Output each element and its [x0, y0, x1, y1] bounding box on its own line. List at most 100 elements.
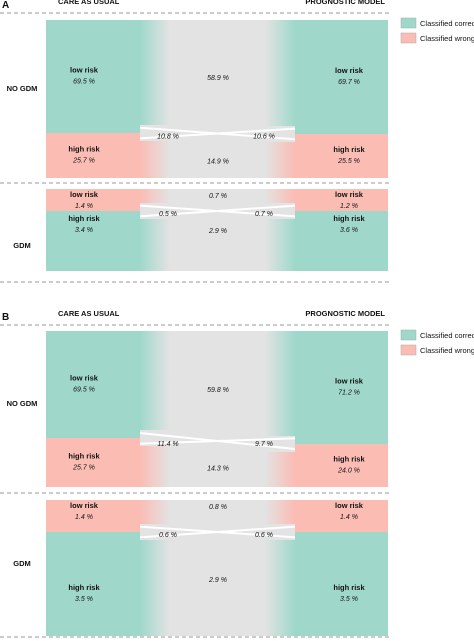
right-low-risk-percent: 69.7 %: [338, 79, 360, 86]
left-high-risk-title: high risk: [68, 452, 100, 461]
right-low-risk-percent: 1.4 %: [340, 514, 358, 521]
right-high-risk-title: high risk: [333, 455, 365, 464]
flow-crossing-wedge-lower: [130, 440, 305, 451]
right-low-fade: [265, 331, 295, 436]
left-low-risk-node: [46, 331, 140, 438]
right-high-fade: [265, 540, 295, 636]
right-low-fade: [265, 500, 295, 524]
panel-letter: B: [2, 312, 9, 323]
left-low-risk-title: low risk: [70, 501, 99, 510]
left-low-risk-percent: 69.5 %: [73, 387, 95, 394]
left-high-fade: [140, 446, 170, 487]
left-high-risk-node: [46, 133, 140, 178]
right-high-risk-percent: 3.6 %: [340, 227, 358, 234]
flow-high-to-high-percent: 2.9 %: [208, 577, 227, 584]
flow-low-to-low-percent: 58.9 %: [207, 75, 229, 82]
left-low-risk-percent: 1.4 %: [75, 514, 93, 521]
right-low-risk-title: low risk: [335, 190, 364, 199]
right-low-risk-node: [295, 331, 388, 444]
right-high-risk-title: high risk: [333, 145, 365, 154]
right-high-fade: [265, 219, 295, 271]
right-low-risk-title: low risk: [335, 501, 364, 510]
left-low-risk-node: [46, 20, 140, 133]
left-low-risk-title: low risk: [70, 190, 99, 199]
left-low-fade: [140, 189, 170, 203]
flow-crossing-wedge-lower: [130, 531, 305, 539]
left-high-fade: [140, 540, 170, 636]
left-column-header: CARE AS USUAL: [58, 309, 120, 318]
right-column-header: PROGNOSTIC MODEL: [305, 0, 385, 6]
right-low-risk-node: [295, 500, 388, 532]
left-low-risk-node: [46, 189, 140, 211]
legend-label-wrong: Classified wrong: [420, 346, 474, 355]
left-column-header: CARE AS USUAL: [58, 0, 120, 6]
left-low-risk-title: low risk: [70, 374, 99, 383]
flow-cross-left-percent: 0.5 %: [159, 211, 177, 218]
group-label: GDM: [13, 241, 31, 250]
left-high-fade: [140, 141, 170, 178]
flow-cross-left-percent: 10.8 %: [157, 134, 179, 141]
right-high-risk-percent: 3.5 %: [340, 596, 358, 603]
left-high-risk-title: high risk: [68, 583, 100, 592]
left-low-risk-title: low risk: [70, 66, 99, 75]
right-high-risk-node: [295, 134, 388, 178]
flow-high-to-high-percent: 14.9 %: [207, 159, 229, 166]
left-high-risk-title: high risk: [68, 145, 100, 154]
legend-swatch-wrong: [400, 32, 417, 44]
group-label: NO GDM: [7, 399, 38, 408]
right-low-risk-title: low risk: [335, 377, 364, 386]
flow-low-to-low-percent: 59.8 %: [207, 387, 229, 394]
right-low-fade: [265, 20, 295, 126]
legend-label-correct: Classified correct: [420, 19, 474, 28]
right-low-risk-node: [295, 189, 388, 211]
left-low-fade: [140, 500, 170, 524]
left-high-risk-node: [46, 438, 140, 487]
flow-cross-right-percent: 10.6 %: [253, 134, 275, 141]
left-high-risk-node: [46, 211, 140, 271]
flow-crossing-wedge-lower: [130, 132, 305, 141]
panel-letter: A: [2, 0, 9, 11]
left-high-risk-percent: 3.4 %: [75, 227, 93, 234]
right-high-risk-percent: 24.0 %: [337, 468, 360, 475]
left-high-fade: [140, 219, 170, 271]
right-high-risk-title: high risk: [333, 583, 365, 592]
left-high-risk-title: high risk: [68, 214, 100, 223]
legend-swatch-wrong: [400, 344, 417, 356]
right-high-risk-percent: 25.5 %: [337, 158, 360, 165]
group-label: NO GDM: [7, 84, 38, 93]
left-high-risk-percent: 3.5 %: [75, 596, 93, 603]
right-high-risk-node: [295, 444, 388, 487]
flow-cross-right-percent: 9.7 %: [255, 441, 273, 448]
right-low-risk-percent: 1.2 %: [340, 203, 358, 210]
right-high-fade: [265, 452, 295, 487]
group-label: GDM: [13, 559, 31, 568]
left-low-fade: [140, 20, 170, 125]
flow-low-to-low-percent: 0.7 %: [209, 193, 227, 200]
left-low-risk-percent: 69.5 %: [73, 79, 95, 86]
left-low-risk-node: [46, 500, 140, 532]
flow-cross-left-percent: 0.6 %: [159, 532, 177, 539]
flow-cross-right-percent: 0.6 %: [255, 532, 273, 539]
flow-cross-left-percent: 11.4 %: [157, 441, 178, 448]
left-low-risk-percent: 1.4 %: [75, 203, 93, 210]
left-high-risk-percent: 25.7 %: [72, 465, 95, 472]
right-low-fade: [265, 189, 295, 203]
left-high-risk-node: [46, 532, 140, 636]
right-low-risk-node: [295, 20, 388, 134]
right-high-risk-node: [295, 532, 388, 636]
right-low-risk-title: low risk: [335, 66, 364, 75]
flow-low-to-low-percent: 0.8 %: [209, 504, 227, 511]
flow-crossing-wedge-upper: [130, 431, 305, 442]
legend-swatch-correct: [400, 329, 417, 341]
right-column-header: PROGNOSTIC MODEL: [305, 309, 385, 318]
right-low-risk-percent: 71.2 %: [338, 390, 360, 397]
right-high-risk-title: high risk: [333, 214, 365, 223]
legend-label-wrong: Classified wrong: [420, 34, 474, 43]
flow-crossing-wedge-lower: [130, 210, 305, 218]
flow-cross-right-percent: 0.7 %: [255, 211, 273, 218]
left-low-fade: [140, 331, 170, 430]
right-high-risk-node: [295, 211, 388, 271]
flow-high-to-high-percent: 2.9 %: [208, 228, 227, 235]
legend-swatch-correct: [400, 17, 417, 29]
